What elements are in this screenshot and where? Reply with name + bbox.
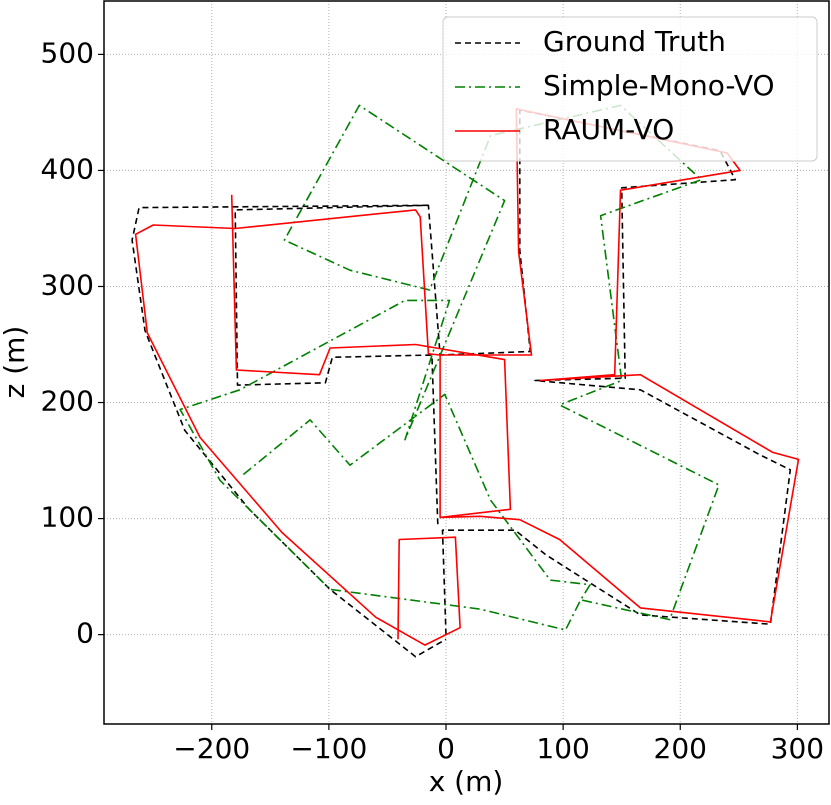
series-line xyxy=(131,109,792,658)
x-tick-label: −100 xyxy=(290,732,367,765)
legend: Ground Truth Simple-Mono-VO RAUM-VO xyxy=(442,16,818,162)
y-tick-label: 300 xyxy=(41,268,94,301)
legend-label: Ground Truth xyxy=(543,25,726,58)
x-tick-label: 100 xyxy=(536,732,589,765)
y-tick-label: 400 xyxy=(41,152,94,185)
y-axis-label: z (m) xyxy=(0,326,31,399)
x-tick-label: 300 xyxy=(771,732,824,765)
series-line xyxy=(134,108,800,646)
lines xyxy=(131,104,800,658)
y-tick-label: 200 xyxy=(41,385,94,418)
legend-label: RAUM-VO xyxy=(543,113,674,146)
x-tick-label: 200 xyxy=(654,732,707,765)
x-tick-label: −200 xyxy=(173,732,250,765)
y-tick-label: 500 xyxy=(41,36,94,69)
x-axis-label: x (m) xyxy=(429,765,504,798)
plot-frame xyxy=(103,0,830,725)
x-tick-label: 0 xyxy=(437,732,455,765)
y-tick-label: 0 xyxy=(76,617,94,650)
legend-box xyxy=(442,16,818,162)
series-line xyxy=(179,104,720,631)
y-tick-label: 100 xyxy=(41,501,94,534)
legend-label: Simple-Mono-VO xyxy=(543,69,775,102)
